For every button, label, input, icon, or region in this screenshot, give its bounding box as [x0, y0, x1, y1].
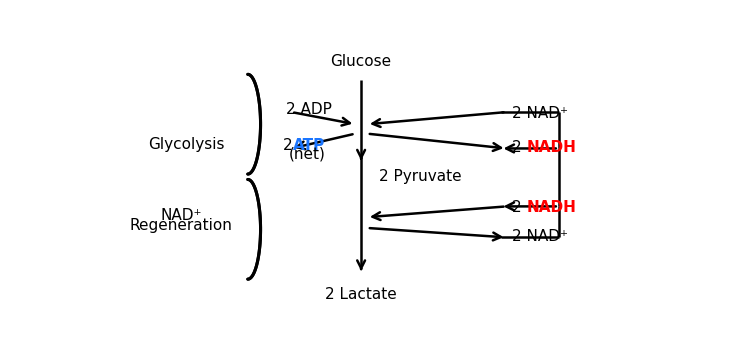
Text: NADH: NADH	[526, 140, 577, 155]
Text: 2 Pyruvate: 2 Pyruvate	[379, 169, 461, 184]
Text: Glycolysis: Glycolysis	[148, 137, 225, 152]
Text: 2: 2	[283, 138, 292, 153]
Text: 2: 2	[512, 140, 526, 155]
Text: 2 NAD⁺: 2 NAD⁺	[512, 229, 568, 244]
Text: ATP: ATP	[292, 138, 325, 153]
Text: 2 ADP: 2 ADP	[286, 102, 332, 117]
Text: 2: 2	[512, 200, 526, 215]
Text: (net): (net)	[289, 146, 326, 161]
Text: 2 NAD⁺: 2 NAD⁺	[512, 106, 568, 121]
Text: Regeneration: Regeneration	[130, 218, 232, 233]
Text: NADH: NADH	[526, 200, 577, 215]
Text: NAD⁺: NAD⁺	[160, 208, 202, 223]
Text: 2 Lactate: 2 Lactate	[326, 287, 397, 302]
Text: Glucose: Glucose	[331, 54, 392, 69]
